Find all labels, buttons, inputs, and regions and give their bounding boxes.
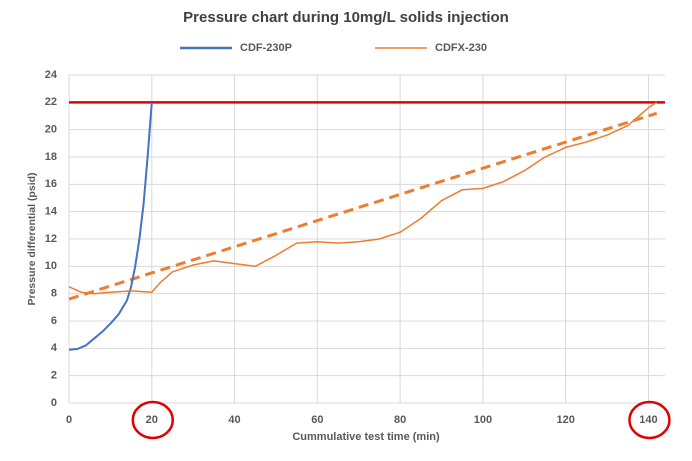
tick-highlight <box>628 400 671 440</box>
y-tick-label: 8 <box>51 288 57 300</box>
x-tick-label: 20 <box>146 414 158 426</box>
x-tick-label: 140 <box>639 414 657 426</box>
y-tick-label: 2 <box>51 370 57 382</box>
x-tick-label: 120 <box>556 414 574 426</box>
tick-highlight <box>131 400 175 440</box>
y-tick-label: 20 <box>45 124 57 136</box>
y-axis-label: Pressure differential (psid) <box>26 172 38 305</box>
y-tick-label: 12 <box>45 233 57 245</box>
y-tick-label: 6 <box>51 315 57 327</box>
y-tick-label: 16 <box>45 178 57 190</box>
y-tick-label: 4 <box>51 342 58 354</box>
y-tick-label: 24 <box>45 69 58 81</box>
y-tick-label: 14 <box>45 206 58 218</box>
y-tick-label: 18 <box>45 151 57 163</box>
y-tick-label: 22 <box>45 96 57 108</box>
x-tick-label: 80 <box>394 414 406 426</box>
chart-title: Pressure chart during 10mg/L solids inje… <box>183 9 509 26</box>
y-tick-label: 0 <box>51 397 57 409</box>
data-line <box>68 101 658 295</box>
data-line <box>68 102 153 351</box>
legend-label: CDF-230P <box>240 42 292 54</box>
trendline <box>68 111 658 301</box>
x-tick-label: 60 <box>311 414 323 426</box>
x-tick-label: 100 <box>474 414 492 426</box>
x-axis-label: Cummulative test time (min) <box>292 431 440 443</box>
y-tick-label: 10 <box>45 260 57 272</box>
legend-label: CDFX-230 <box>435 42 487 54</box>
x-tick-label: 40 <box>228 414 240 426</box>
x-tick-label: 0 <box>66 414 72 426</box>
